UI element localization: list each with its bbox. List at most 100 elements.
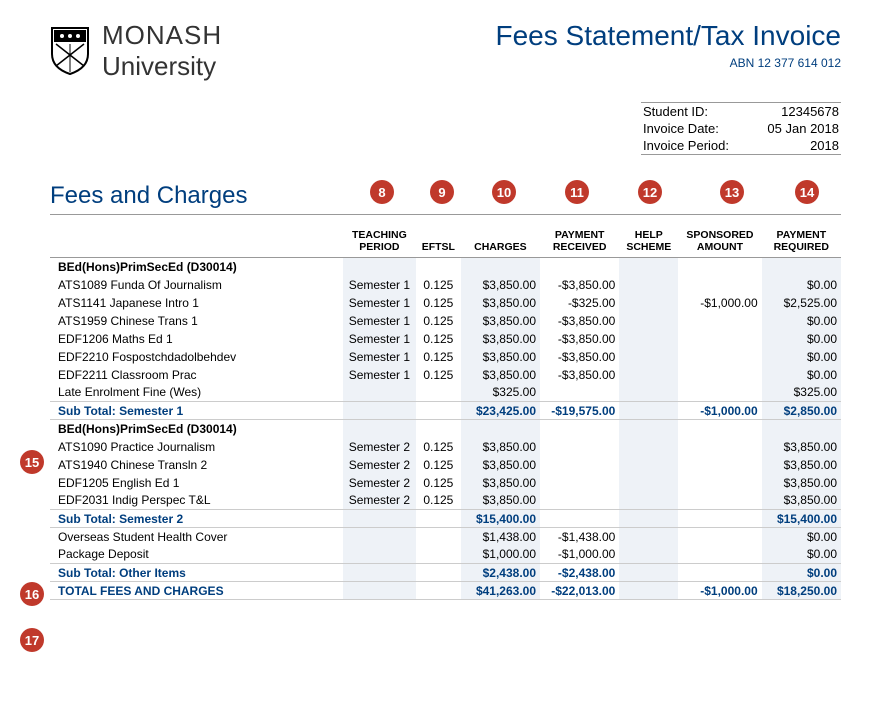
cell xyxy=(678,528,761,546)
cell: ATS1959 Chinese Trans 1 xyxy=(50,312,343,330)
table-row: ATS1959 Chinese Trans 1Semester 10.125$3… xyxy=(50,312,841,330)
cell: $41,263.00 xyxy=(461,582,540,600)
cell: 0.125 xyxy=(416,474,461,492)
col-help-scheme: HELP SCHEME xyxy=(619,225,678,258)
cell xyxy=(678,546,761,564)
cell: 0.125 xyxy=(416,330,461,348)
cell: $18,250.00 xyxy=(762,582,841,600)
col-eftsl: EFTSL xyxy=(416,225,461,258)
cell: Semester 1 xyxy=(343,366,416,384)
cell xyxy=(416,510,461,528)
cell xyxy=(762,258,841,276)
table-row: ATS1940 Chinese Transln 2Semester 20.125… xyxy=(50,456,841,474)
cell xyxy=(343,384,416,402)
cell: -$325.00 xyxy=(540,294,619,312)
cell xyxy=(619,330,678,348)
table-row: EDF1205 English Ed 1Semester 20.125$3,85… xyxy=(50,474,841,492)
cell xyxy=(619,312,678,330)
badge-11: 11 xyxy=(565,180,589,204)
cell xyxy=(540,384,619,402)
cell xyxy=(678,438,761,456)
col-charges: CHARGES xyxy=(461,225,540,258)
cell xyxy=(416,384,461,402)
cell xyxy=(540,510,619,528)
badge-14: 14 xyxy=(795,180,819,204)
page: MONASH University Fees Statement/Tax Inv… xyxy=(0,0,891,620)
meta-student-id: Student ID: 12345678 xyxy=(641,103,841,120)
table-row: ATS1089 Funda Of JournalismSemester 10.1… xyxy=(50,276,841,294)
cell xyxy=(678,474,761,492)
col-sponsored: SPONSORED AMOUNT xyxy=(678,225,761,258)
logo-block: MONASH University xyxy=(50,20,222,82)
grand-total-row: TOTAL FEES AND CHARGES$41,263.00-$22,013… xyxy=(50,582,841,600)
cell: $0.00 xyxy=(762,348,841,366)
badge-10: 10 xyxy=(492,180,516,204)
table-row: ATS1090 Practice JournalismSemester 20.1… xyxy=(50,438,841,456)
cell: $3,850.00 xyxy=(461,456,540,474)
cell: ATS1090 Practice Journalism xyxy=(50,438,343,456)
cell xyxy=(678,330,761,348)
cell: Semester 1 xyxy=(343,276,416,294)
cell: Semester 2 xyxy=(343,438,416,456)
cell: Semester 1 xyxy=(343,312,416,330)
cell: 0.125 xyxy=(416,312,461,330)
table-header-row: TEACHING PERIOD EFTSL CHARGES PAYMENT RE… xyxy=(50,225,841,258)
cell xyxy=(540,456,619,474)
cell: $0.00 xyxy=(762,312,841,330)
badge-16: 16 xyxy=(20,582,44,606)
cell: $0.00 xyxy=(762,366,841,384)
cell: $3,850.00 xyxy=(461,474,540,492)
cell: $0.00 xyxy=(762,528,841,546)
cell xyxy=(619,564,678,582)
cell: Sub Total: Other Items xyxy=(50,564,343,582)
cell xyxy=(416,420,461,438)
cell: -$1,000.00 xyxy=(678,294,761,312)
cell xyxy=(678,456,761,474)
cell: $0.00 xyxy=(762,276,841,294)
badge-12: 12 xyxy=(638,180,662,204)
cell xyxy=(678,366,761,384)
cell xyxy=(343,528,416,546)
meta-invoice-date: Invoice Date: 05 Jan 2018 xyxy=(641,120,841,137)
table-row: ATS1141 Japanese Intro 1Semester 10.125$… xyxy=(50,294,841,312)
cell xyxy=(678,492,761,510)
cell: -$1,438.00 xyxy=(540,528,619,546)
meta-label: Student ID: xyxy=(643,104,708,119)
meta-value: 12345678 xyxy=(781,104,839,119)
title-block: Fees Statement/Tax Invoice ABN 12 377 61… xyxy=(495,20,841,70)
cell: -$3,850.00 xyxy=(540,312,619,330)
cell: $3,850.00 xyxy=(461,294,540,312)
cell: -$3,850.00 xyxy=(540,348,619,366)
cell xyxy=(416,402,461,420)
table-row: EDF1206 Maths Ed 1Semester 10.125$3,850.… xyxy=(50,330,841,348)
cell: -$1,000.00 xyxy=(540,546,619,564)
cell xyxy=(678,420,761,438)
subtotal-row: Sub Total: Other Items$2,438.00-$2,438.0… xyxy=(50,564,841,582)
cell: EDF2211 Classroom Prac xyxy=(50,366,343,384)
cell: -$1,000.00 xyxy=(678,402,761,420)
group-head-row: BEd(Hons)PrimSecEd (D30014) xyxy=(50,420,841,438)
cell xyxy=(343,402,416,420)
subtotal-row: Sub Total: Semester 2$15,400.00$15,400.0… xyxy=(50,510,841,528)
meta-value: 05 Jan 2018 xyxy=(767,121,839,136)
cell xyxy=(619,582,678,600)
cell xyxy=(461,258,540,276)
cell xyxy=(343,582,416,600)
cell: -$3,850.00 xyxy=(540,276,619,294)
cell: $2,438.00 xyxy=(461,564,540,582)
cell xyxy=(343,510,416,528)
brand-line2: University xyxy=(102,51,222,82)
cell xyxy=(540,258,619,276)
cell xyxy=(416,582,461,600)
cell: $1,438.00 xyxy=(461,528,540,546)
cell: $3,850.00 xyxy=(461,366,540,384)
subtotal-row: Sub Total: Semester 1$23,425.00-$19,575.… xyxy=(50,402,841,420)
cell: $3,850.00 xyxy=(461,438,540,456)
cell: $23,425.00 xyxy=(461,402,540,420)
cell: $3,850.00 xyxy=(762,492,841,510)
meta-label: Invoice Date: xyxy=(643,121,719,136)
cell: EDF1205 English Ed 1 xyxy=(50,474,343,492)
cell xyxy=(678,564,761,582)
cell xyxy=(540,420,619,438)
cell xyxy=(619,510,678,528)
